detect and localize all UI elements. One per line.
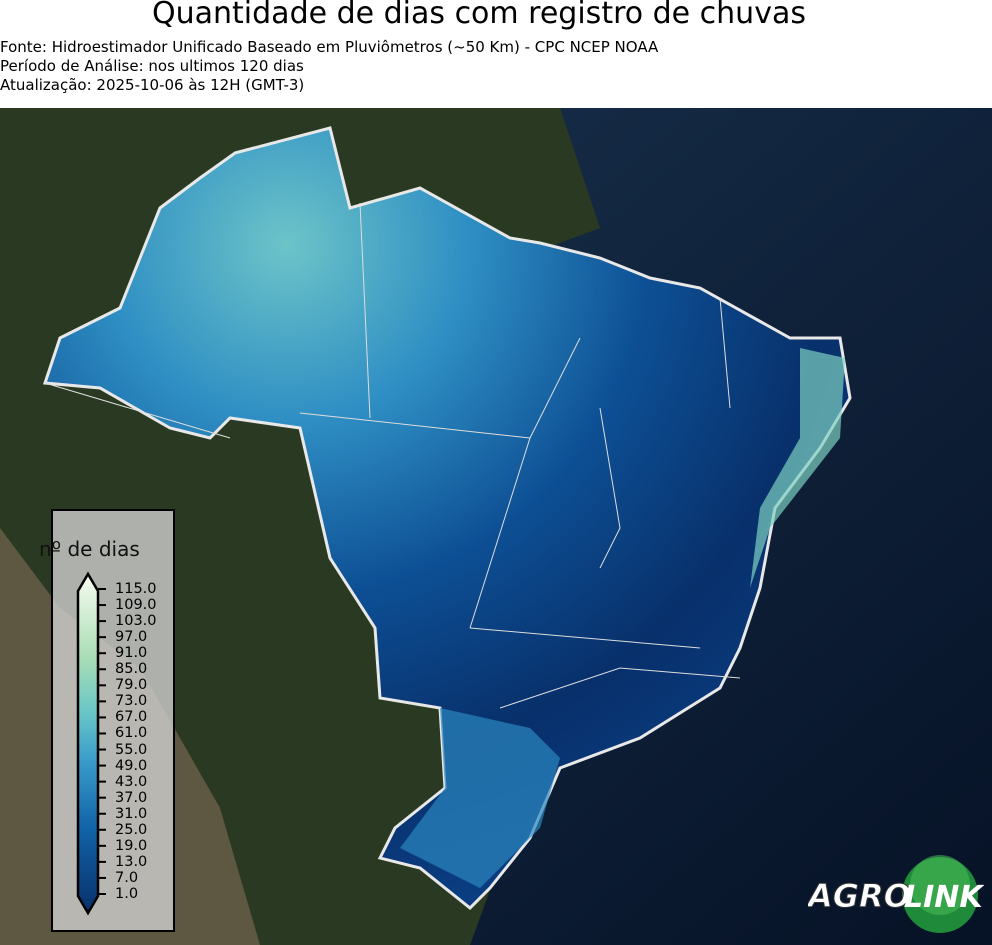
svg-text:AGRO: AGRO <box>808 877 911 915</box>
colorbar-tick-label: 49.0 <box>115 757 148 774</box>
colorbar-tick-label: 61.0 <box>115 725 148 742</box>
colorbar-tick-label: 19.0 <box>115 837 148 854</box>
colorbar <box>76 571 106 916</box>
legend-title: nº de dias <box>39 537 140 561</box>
colorbar-tick-label: 79.0 <box>115 677 148 694</box>
colorbar-legend: nº de dias 115.0 109.0 103.0 97.0 91.0 85.0 79… <box>39 509 175 932</box>
colorbar-tick-label: 67.0 <box>115 709 148 726</box>
colorbar-tick-label: 43.0 <box>115 773 148 790</box>
colorbar-tick-label: 25.0 <box>115 821 148 838</box>
update-text: Atualização: 2025-10-06 às 12H (GMT-3) <box>0 76 305 94</box>
colorbar-tick-label: 103.0 <box>115 613 157 630</box>
colorbar-tick-label: 13.0 <box>115 853 148 870</box>
colorbar-tick-label: 91.0 <box>115 645 148 662</box>
colorbar-tick-label: 109.0 <box>115 597 157 614</box>
svg-text:LINK: LINK <box>904 880 984 915</box>
colorbar-tick-label: 7.0 <box>115 869 139 886</box>
colorbar-tick-label: 37.0 <box>115 789 148 806</box>
chart-title: Quantidade de dias com registro de chuva… <box>152 0 806 31</box>
state-borders <box>44 202 741 709</box>
source-text: Fonte: Hidroestimador Unificado Baseado … <box>0 38 659 56</box>
colorbar-tick-label: 97.0 <box>115 629 148 646</box>
colorbar-tick-label: 73.0 <box>115 693 148 710</box>
agrolink-logo: AGRO LINK <box>808 855 984 933</box>
colorbar-tick-label: 1.0 <box>115 886 139 902</box>
brazil-region <box>42 126 852 911</box>
period-text: Período de Análise: nos ultimos 120 dias <box>0 57 304 75</box>
colorbar-tick-label: 115.0 <box>115 581 157 597</box>
colorbar-tick-label: 31.0 <box>115 805 148 822</box>
northeast-coast-wet <box>750 348 845 588</box>
colorbar-tick-label: 85.0 <box>115 661 148 678</box>
south-region-wet <box>400 708 560 888</box>
colorbar-tick-label: 55.0 <box>115 741 148 758</box>
